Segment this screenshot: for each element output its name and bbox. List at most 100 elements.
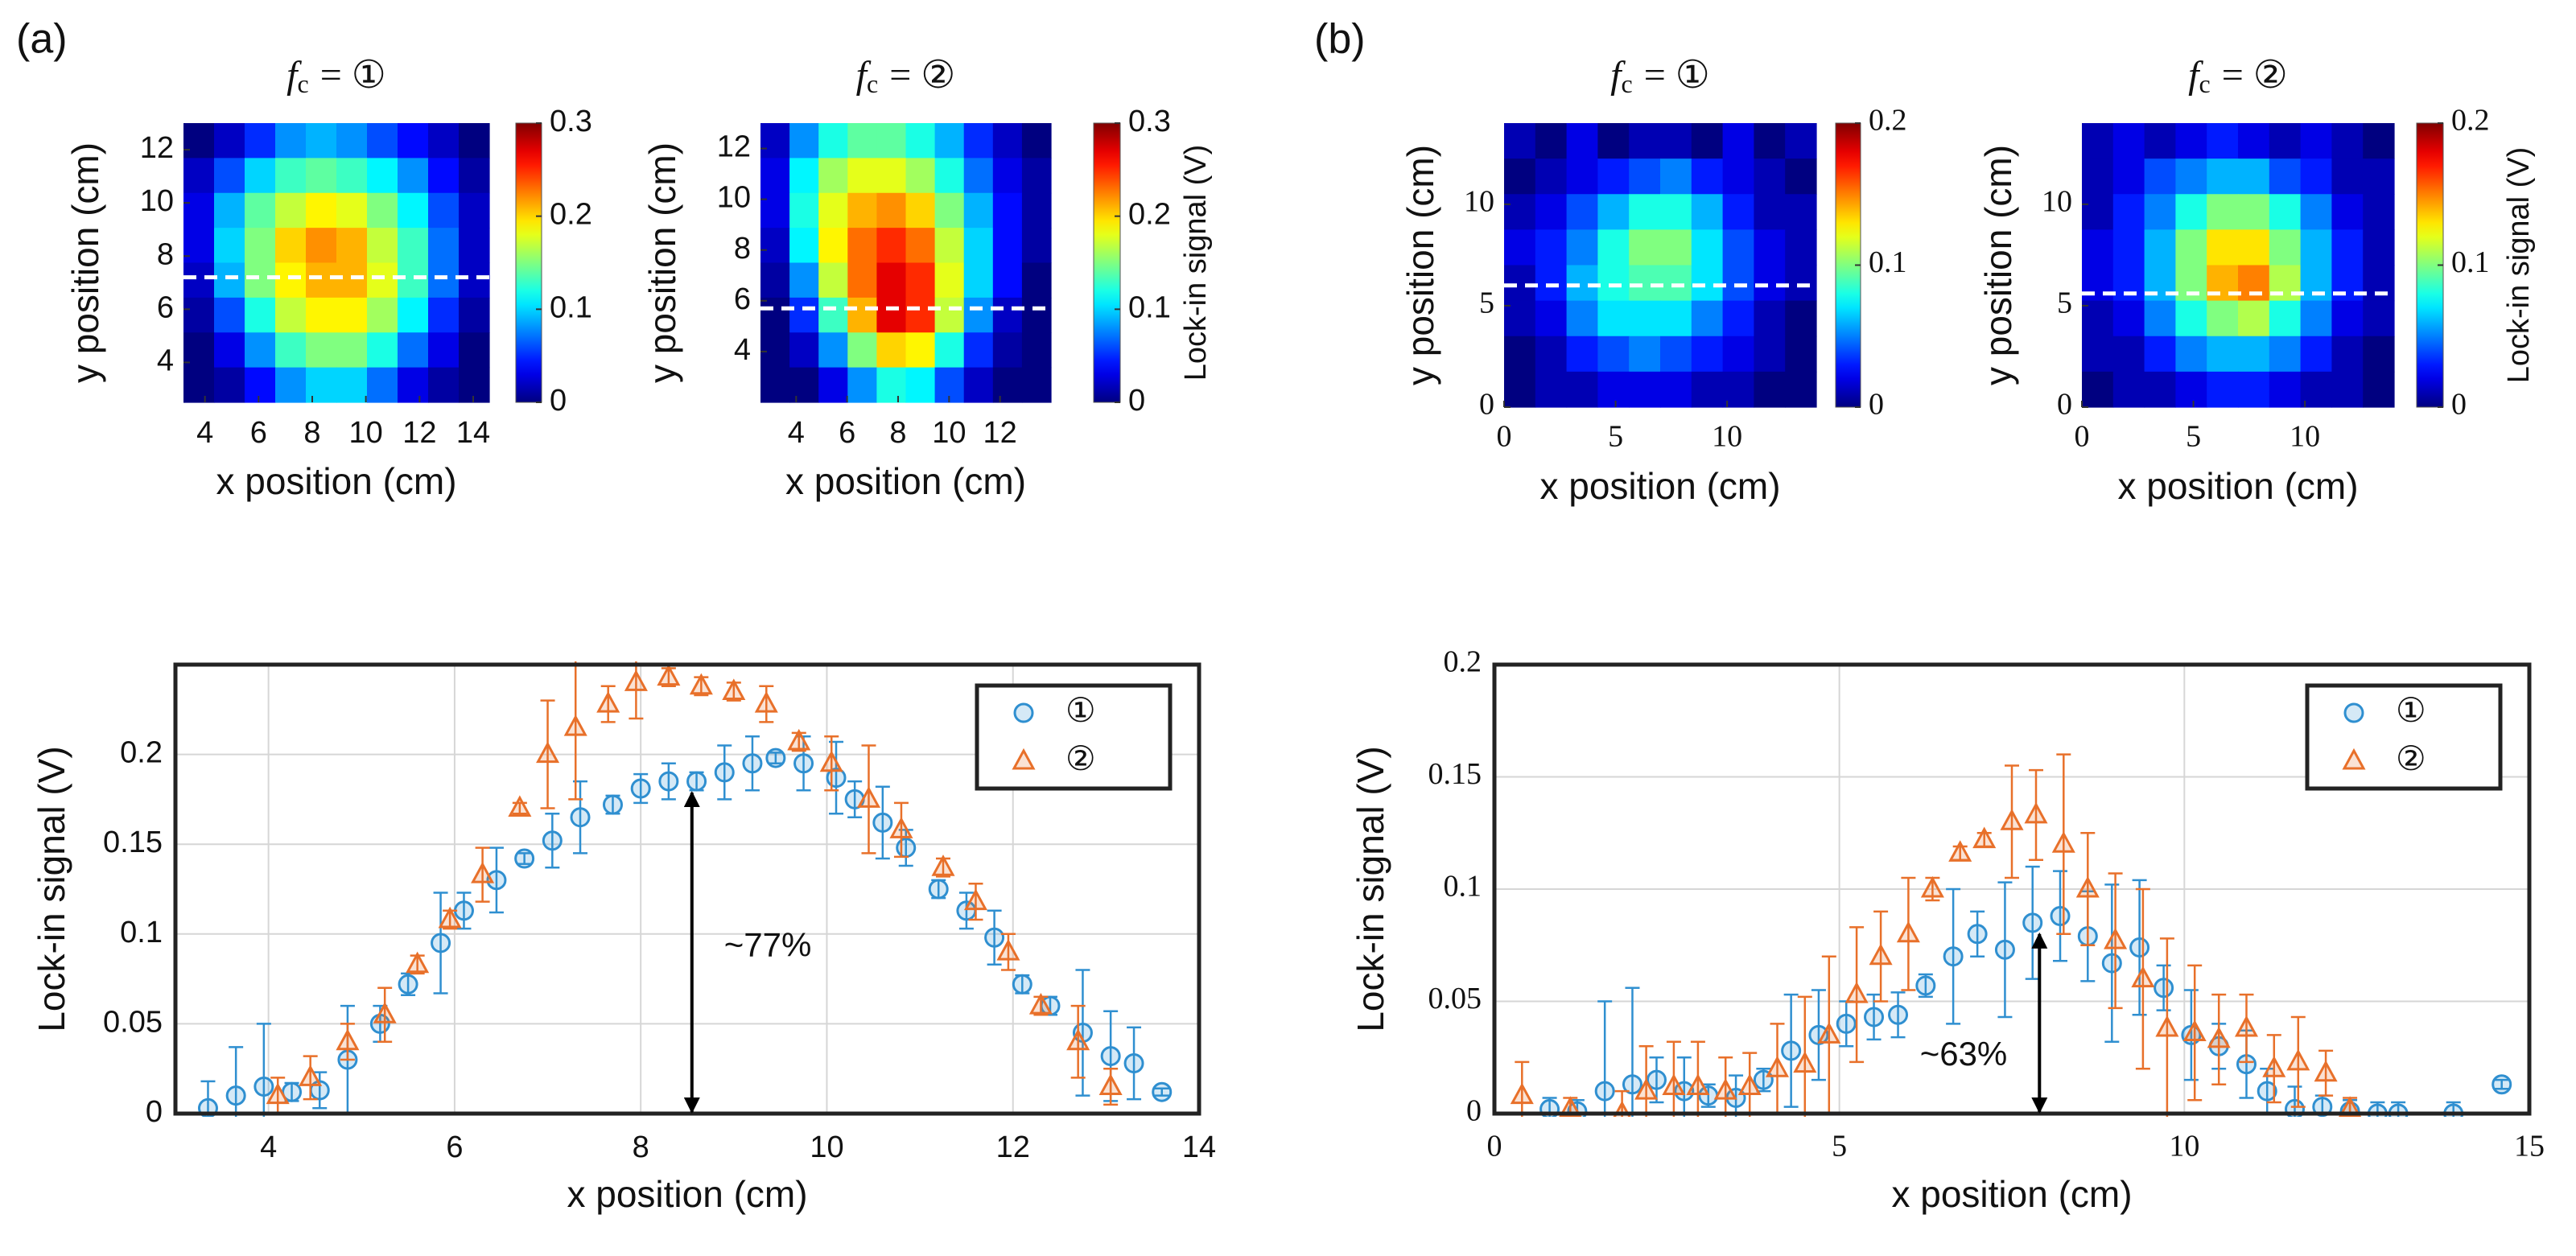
heat-cell (1535, 123, 1568, 159)
heat-cell (1722, 123, 1754, 159)
y-tick-label: 0.15 (103, 826, 163, 859)
y-tick-label: 12 (140, 131, 174, 165)
circle-marker (658, 771, 679, 792)
x-tick-label: 14 (1182, 1130, 1216, 1164)
heat-cell (2300, 159, 2332, 195)
y-tick-label: 8 (157, 237, 174, 271)
colorbar-tick-label: 0.3 (1128, 105, 1171, 138)
heat-cell (2363, 371, 2395, 408)
heat-cell (818, 297, 848, 333)
circle-marker (253, 1077, 274, 1097)
heat-cell (1021, 332, 1052, 369)
heat-cell (2238, 265, 2270, 302)
colorbar-tick-label: 0 (1128, 384, 1145, 418)
heat-cell (275, 228, 307, 264)
triangle-marker (2104, 928, 2128, 949)
circle-marker (1646, 1069, 1667, 1090)
circle-marker (514, 848, 535, 869)
heat-cell (245, 123, 276, 159)
heat-cell (818, 158, 848, 194)
heat-cell (934, 228, 965, 264)
circle-marker (431, 933, 451, 953)
x-tick-label: 8 (889, 416, 906, 450)
x-tick-label: 6 (839, 416, 855, 450)
heat-cell (2112, 194, 2145, 230)
heat-cell (963, 332, 994, 369)
triangle-marker (1028, 992, 1053, 1015)
y-tick-label: 4 (157, 344, 174, 377)
heat-cell (2363, 300, 2395, 337)
heat-cell (789, 332, 819, 369)
heat-cell (818, 262, 848, 299)
heat-cell (789, 192, 819, 229)
heat-cell (275, 367, 307, 403)
heat-cell (2082, 336, 2114, 373)
y-tick-label: 0.05 (103, 1005, 163, 1039)
heat-cell (905, 262, 936, 299)
y-tick-label: 0.05 (1428, 982, 1482, 1015)
x-axis-label: x position (cm) (2117, 465, 2358, 507)
heat-cell (398, 158, 429, 194)
circle-marker (2492, 1074, 2512, 1095)
y-tick-label: 8 (734, 232, 751, 266)
triangle-marker (1869, 943, 1893, 966)
heat-cell (459, 297, 490, 333)
heat-cell (2175, 159, 2207, 195)
x-tick-label: 0 (1497, 420, 1512, 454)
heat-cell (1722, 159, 1754, 195)
heat-cell (818, 192, 848, 229)
data-layer (1510, 753, 2512, 1117)
heat-cell (1597, 371, 1630, 408)
heat-cell (2269, 300, 2302, 337)
heat-cell (1754, 265, 1786, 302)
heat-cell (789, 158, 819, 194)
heat-cell (2238, 300, 2270, 337)
heat-cell (876, 262, 907, 299)
colorbar-tick-label: 0.2 (550, 198, 592, 232)
triangle-marker (2262, 1056, 2286, 1077)
x-tick-label: 10 (2290, 420, 2320, 454)
circle-marker (542, 830, 563, 851)
x-tick-label: 4 (260, 1130, 277, 1164)
colorbar-tick-label: 0 (1869, 388, 1884, 422)
heat-cell (760, 123, 790, 159)
triangle-marker (563, 714, 587, 736)
heat-cell (1021, 228, 1052, 264)
heat-cell (1504, 123, 1536, 159)
heat-cell (306, 228, 337, 264)
heat-cell (905, 297, 936, 333)
x-axis-label: x position (cm) (785, 460, 1026, 502)
heat-cell (2300, 336, 2332, 373)
heat-cell (1021, 123, 1052, 159)
heat-cell (2331, 265, 2364, 302)
heat-cell (2331, 123, 2364, 159)
x-tick-label: 6 (250, 416, 267, 450)
x-axis-label: x position (cm) (567, 1173, 807, 1215)
heat-cell (963, 228, 994, 264)
legend-label: ① (2396, 691, 2426, 729)
heat-cell (1691, 159, 1724, 195)
heat-cell (992, 367, 1023, 403)
heat-cell (2144, 159, 2176, 195)
heat-cell (275, 262, 307, 299)
colorbar-tick-label: 0.2 (1869, 104, 1907, 138)
heat-cell (1535, 159, 1568, 195)
heat-cell (428, 367, 460, 403)
heat-cell (2331, 336, 2364, 373)
heat-cell (2112, 123, 2145, 159)
colorbar-tick-label: 0.1 (550, 290, 592, 324)
heat-cell (2112, 371, 2145, 408)
circle-marker (2154, 978, 2174, 999)
heat-cell (428, 297, 460, 333)
circle-marker (570, 807, 591, 828)
heat-cell (1597, 300, 1630, 337)
heat-cell (2269, 123, 2302, 159)
heat-cell (2144, 265, 2176, 302)
heat-cell (2175, 229, 2207, 266)
heat-cell (934, 262, 965, 299)
x-tick-label: 8 (633, 1130, 649, 1164)
heat-cell (398, 332, 429, 369)
heat-cell (2082, 229, 2114, 266)
heat-cell (2207, 371, 2239, 408)
heat-cell (428, 123, 460, 159)
